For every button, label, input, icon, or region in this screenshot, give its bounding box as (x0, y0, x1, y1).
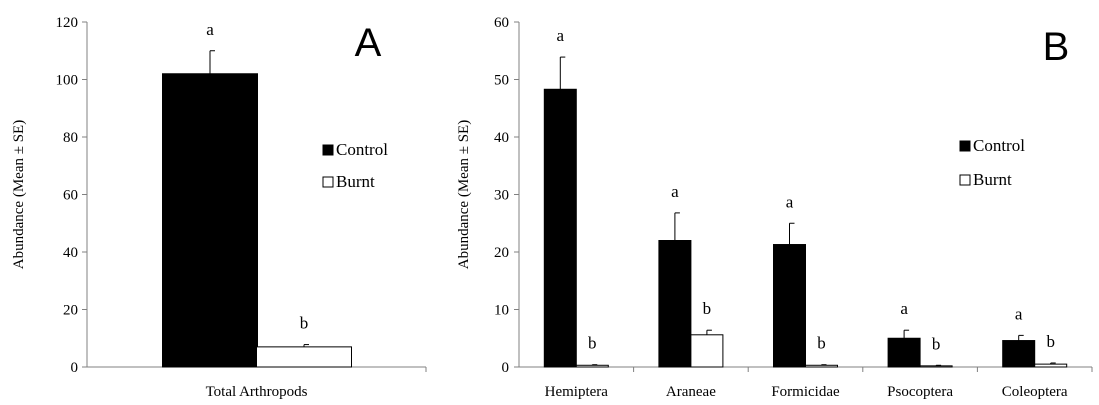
chart-b-category-label: Coleoptera (1002, 384, 1068, 400)
chart-b-significance-letter: a (1015, 304, 1023, 323)
chart-b-significance-letter: a (786, 192, 794, 211)
chart-b-category-label: Formicidae (771, 384, 840, 400)
chart-b-bar-burnt (575, 364, 609, 368)
chart-b-y-axis-label: Abundance (Mean ± SE) (456, 120, 472, 269)
chart-b-bar-burnt (1034, 363, 1068, 368)
chart-b-significance-letter: b (932, 334, 941, 353)
chart-b-legend-swatch-burnt (959, 174, 971, 186)
chart-b-category-label: Hemiptera (545, 384, 609, 400)
chart-b-significance-letter: a (900, 299, 908, 318)
chart-b-bar-control (543, 88, 577, 368)
chart-b-bar-control (773, 244, 806, 368)
chart-a-legend-swatch-control (322, 144, 334, 156)
chart-b-legend-swatch-control (959, 140, 971, 152)
chart-b-bar-burnt (919, 365, 953, 368)
chart-b-y-tick-label: 0 (502, 360, 510, 376)
chart-a-y-tick-label: 40 (63, 245, 78, 261)
chart-a-bar-control (162, 73, 258, 368)
chart-a-y-tick-label: 20 (63, 303, 78, 319)
chart-a-legend-swatch-burnt (322, 176, 334, 188)
chart-a-significance-letter: a (206, 20, 214, 39)
chart-b-bar-control (1002, 340, 1036, 368)
chart-a-y-axis-label: Abundance (Mean ± SE) (11, 120, 27, 269)
chart-b-significance-letter: a (671, 182, 679, 201)
chart-b-category-label: Psocoptera (887, 384, 953, 400)
chart-b-significance-letter: b (588, 334, 597, 353)
chart-b-bar-burnt (690, 334, 724, 368)
chart-b-legend-label: Control (973, 136, 1025, 155)
chart-a: 0 20 40 60 80 100 120 Abundance (Mean ± SE) Tota… (11, 15, 427, 400)
chart-b-y-tick-label: 30 (494, 188, 509, 204)
chart-a-significance-letter: b (300, 314, 309, 333)
chart-b-y-tick-label: 40 (494, 130, 509, 146)
chart-b-legend-label: Burnt (973, 170, 1012, 189)
chart-b-category-label: Araneae (666, 384, 716, 400)
chart-b-significance-letter: b (817, 334, 826, 353)
chart-b-significance-letter: a (557, 26, 565, 45)
chart-b-y-tick-label: 50 (494, 73, 509, 89)
chart-a-y-tick-label: 60 (63, 188, 78, 204)
chart-b-bar-control (658, 240, 692, 368)
chart-b-bar-burnt (805, 364, 838, 368)
chart-b-bar-control (887, 337, 921, 368)
chart-b-y-tick-label: 20 (494, 245, 509, 261)
chart-b-y-tick-label: 60 (494, 15, 509, 31)
chart-b-y-tick-label: 10 (494, 303, 509, 319)
chart-a-y-tick-label: 120 (56, 15, 79, 31)
chart-b-significance-letter: b (1046, 332, 1055, 351)
chart-a-y-tick-label: 0 (71, 360, 79, 376)
chart-a-legend-label: Control (336, 140, 388, 159)
chart-a-category-label: Total Arthropods (206, 384, 308, 400)
chart-a-bar-burnt (256, 346, 352, 368)
chart-b-panel-label: B (1043, 25, 1070, 69)
chart-a-y-tick-label: 100 (56, 73, 79, 89)
chart-a-panel-label: A (355, 21, 382, 65)
chart-b: 0 10 20 30 40 50 60 Abundance (Mean ± SE) Hemipt… (456, 15, 1093, 400)
chart-a-y-tick-label: 80 (63, 130, 78, 146)
chart-b-significance-letter: b (703, 299, 712, 318)
chart-a-legend-label: Burnt (336, 172, 375, 191)
